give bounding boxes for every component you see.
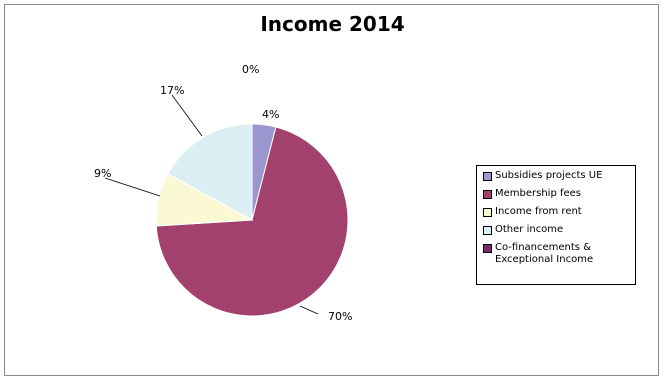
data-label: 70% <box>328 310 352 323</box>
legend-swatch <box>483 208 492 217</box>
data-label: 0% <box>242 63 259 76</box>
data-label: 9% <box>94 167 111 180</box>
legend-item: Other income <box>483 224 631 236</box>
pie-slice <box>155 126 349 317</box>
pie-slice <box>167 123 253 221</box>
chart-title: Income 2014 <box>260 12 405 36</box>
chart-legend: Subsidies projects UE Membership fees Inco… <box>476 165 636 285</box>
legend-label: Income from rent <box>495 206 582 217</box>
legend-item: Co-financements & Exceptional Income <box>483 242 631 266</box>
data-label: 17% <box>160 84 184 97</box>
legend-label: Subsidies projects UE <box>495 170 603 181</box>
legend-swatch <box>483 226 492 235</box>
legend-swatch <box>483 244 492 253</box>
data-label: 4% <box>262 108 279 121</box>
legend-item: Income from rent <box>483 206 631 218</box>
legend-item: Membership fees <box>483 188 631 200</box>
leader-line <box>299 305 319 315</box>
legend-swatch <box>483 172 492 181</box>
legend-label: Membership fees <box>495 188 582 199</box>
legend-item: Subsidies projects UE <box>483 170 631 182</box>
legend-label: Co-financements & Exceptional Income <box>495 242 594 265</box>
legend-swatch <box>483 190 492 199</box>
leader-line <box>104 177 161 197</box>
leader-line <box>171 94 203 137</box>
legend-label: Other income <box>495 224 564 235</box>
